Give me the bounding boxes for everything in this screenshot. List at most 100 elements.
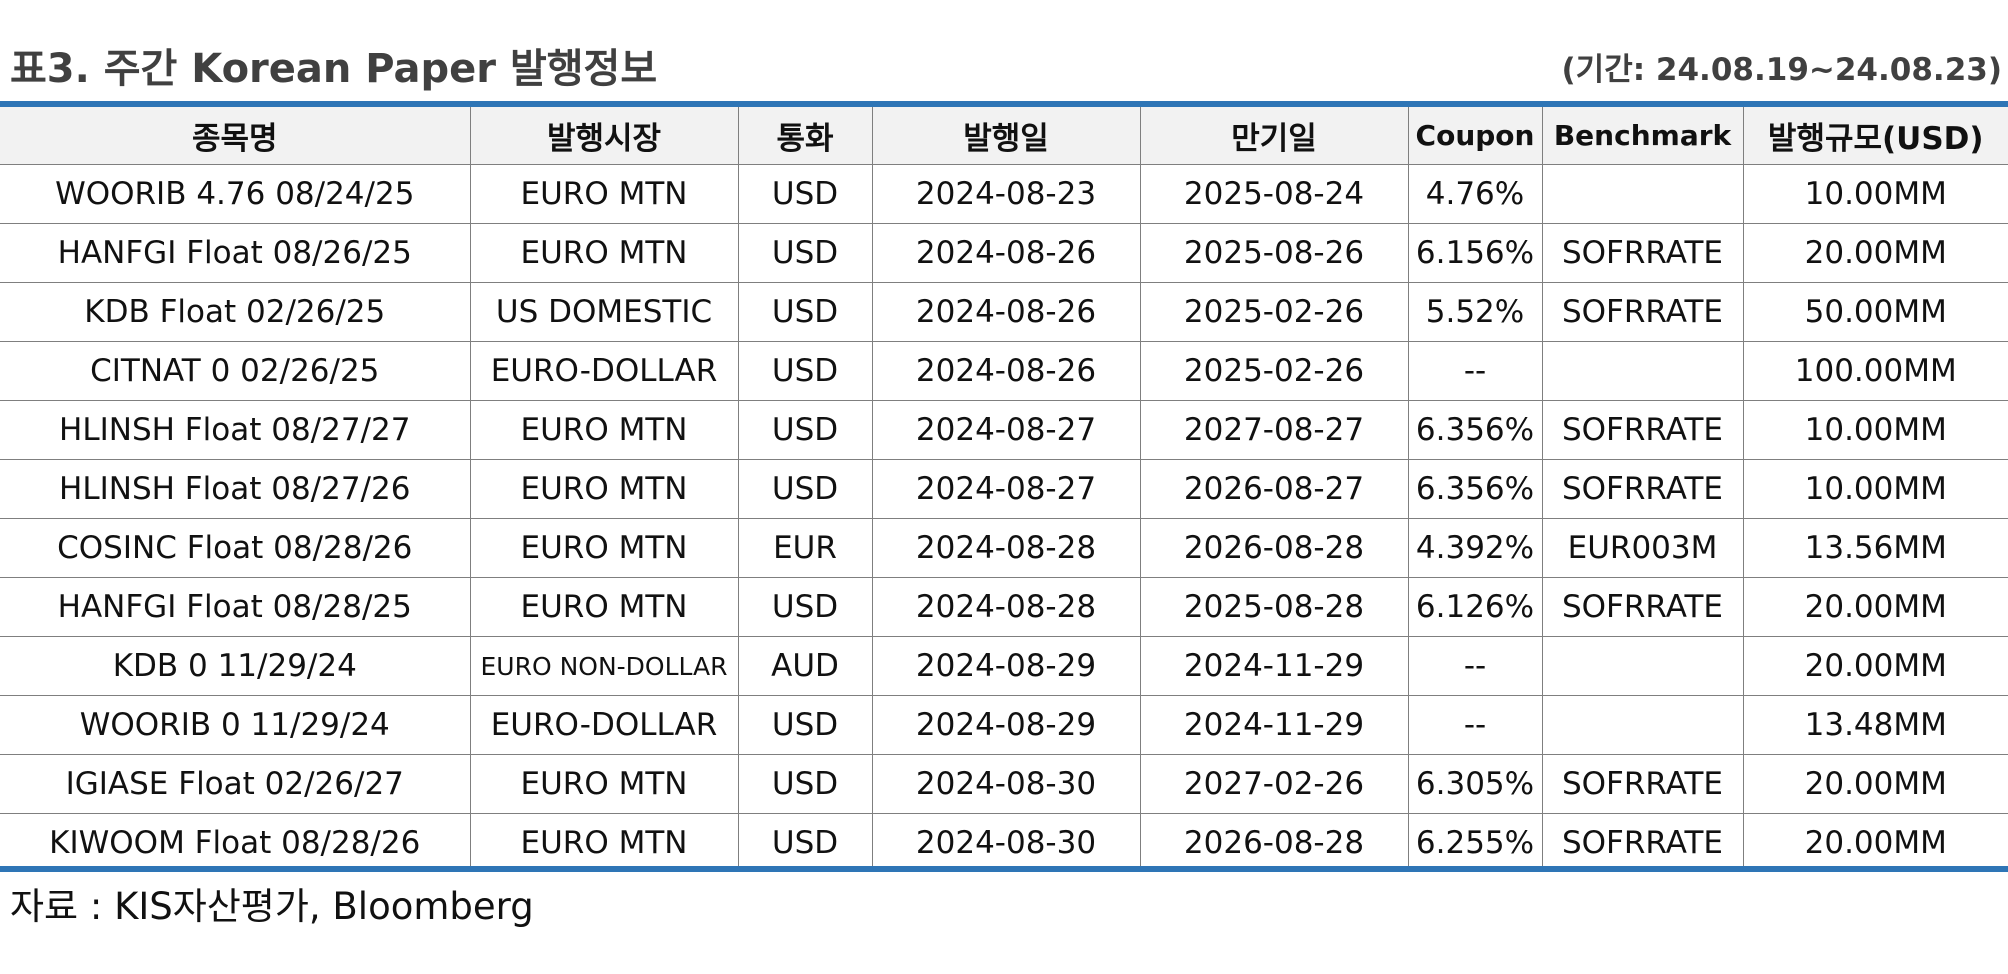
table-row: KDB Float 02/26/25 US DOMESTIC USD 2024-08-… [0, 282, 2008, 342]
cell-name: HLINSH Float 08/27/27 [0, 400, 470, 460]
cell-market: EURO MTN [469, 577, 738, 637]
cell-maturity-date: 2025-02-26 [1139, 282, 1408, 342]
cell-name: KDB Float 02/26/25 [0, 282, 470, 342]
table-row: WOORIB 4.76 08/24/25 EURO MTN USD 2024-08-2… [0, 164, 2008, 224]
cell-benchmark [1541, 164, 1743, 224]
cell-coupon: 6.255% [1407, 813, 1542, 872]
cell-currency: EUR [737, 518, 872, 578]
header-row: 종목명 발행시장 통화 발행일 만기일 Coupon Benchmark 발행규… [0, 107, 2008, 165]
cell-coupon: 4.392% [1407, 518, 1542, 578]
cell-market: EURO NON-DOLLAR [469, 636, 738, 696]
table-caption: 표3. 주간 Korean Paper 발행정보 (기간: 24.08.19~2… [0, 30, 2008, 92]
cell-market: EURO MTN [469, 223, 738, 283]
cell-maturity-date: 2026-08-28 [1139, 813, 1408, 872]
cell-currency: USD [737, 223, 872, 283]
col-header-market: 발행시장 [469, 107, 738, 165]
cell-maturity-date: 2025-08-24 [1139, 164, 1408, 224]
cell-name: HANFGI Float 08/28/25 [0, 577, 470, 637]
cell-benchmark: SOFRRATE [1541, 223, 1743, 283]
cell-coupon: -- [1407, 341, 1542, 401]
cell-currency: USD [737, 695, 872, 755]
cell-name: COSINC Float 08/28/26 [0, 518, 470, 578]
col-header-issue-date: 발행일 [871, 107, 1140, 165]
cell-size: 10.00MM [1742, 164, 2008, 224]
cell-benchmark: SOFRRATE [1541, 282, 1743, 342]
cell-name: CITNAT 0 02/26/25 [0, 341, 470, 401]
col-header-name: 종목명 [0, 107, 470, 165]
cell-issue-date: 2024-08-26 [871, 341, 1140, 401]
cell-coupon: 6.156% [1407, 223, 1542, 283]
cell-issue-date: 2024-08-27 [871, 400, 1140, 460]
cell-size: 20.00MM [1742, 813, 2008, 872]
cell-maturity-date: 2024-11-29 [1139, 636, 1408, 696]
cell-maturity-date: 2024-11-29 [1139, 695, 1408, 755]
table-row: HLINSH Float 08/27/26 EURO MTN USD 2024-08-… [0, 459, 2008, 519]
table-row: HLINSH Float 08/27/27 EURO MTN USD 2024-08-… [0, 400, 2008, 460]
cell-issue-date: 2024-08-28 [871, 518, 1140, 578]
cell-issue-date: 2024-08-29 [871, 695, 1140, 755]
cell-name: IGIASE Float 02/26/27 [0, 754, 470, 814]
cell-market: EURO MTN [469, 164, 738, 224]
cell-currency: USD [737, 459, 872, 519]
cell-market: EURO MTN [469, 518, 738, 578]
cell-currency: USD [737, 577, 872, 637]
cell-benchmark [1541, 341, 1743, 401]
source-note: 자료 : KIS자산평가, Bloomberg [10, 885, 534, 928]
cell-coupon: -- [1407, 695, 1542, 755]
cell-issue-date: 2024-08-29 [871, 636, 1140, 696]
cell-maturity-date: 2026-08-27 [1139, 459, 1408, 519]
cell-coupon: 5.52% [1407, 282, 1542, 342]
cell-issue-date: 2024-08-28 [871, 577, 1140, 637]
bottom-rule [0, 866, 2008, 872]
table-body: WOORIB 4.76 08/24/25 EURO MTN USD 2024-08-2… [0, 164, 2008, 872]
cell-currency: USD [737, 813, 872, 872]
cell-market: EURO MTN [469, 459, 738, 519]
issuance-table: 종목명 발행시장 통화 발행일 만기일 Coupon Benchmark 발행규… [0, 107, 2008, 872]
cell-size: 20.00MM [1742, 223, 2008, 283]
cell-name: HLINSH Float 08/27/26 [0, 459, 470, 519]
col-header-maturity-date: 만기일 [1139, 107, 1408, 165]
cell-market: EURO-DOLLAR [469, 695, 738, 755]
cell-issue-date: 2024-08-26 [871, 223, 1140, 283]
cell-coupon: -- [1407, 636, 1542, 696]
cell-size: 13.48MM [1742, 695, 2008, 755]
cell-coupon: 6.126% [1407, 577, 1542, 637]
cell-market: EURO MTN [469, 400, 738, 460]
cell-issue-date: 2024-08-26 [871, 282, 1140, 342]
cell-name: HANFGI Float 08/26/25 [0, 223, 470, 283]
cell-coupon: 6.305% [1407, 754, 1542, 814]
cell-maturity-date: 2026-08-28 [1139, 518, 1408, 578]
cell-benchmark [1541, 695, 1743, 755]
cell-maturity-date: 2027-02-26 [1139, 754, 1408, 814]
cell-currency: USD [737, 282, 872, 342]
cell-benchmark: SOFRRATE [1541, 577, 1743, 637]
cell-size: 20.00MM [1742, 636, 2008, 696]
table-title: 표3. 주간 Korean Paper 발행정보 [10, 46, 658, 92]
cell-coupon: 6.356% [1407, 400, 1542, 460]
cell-size: 20.00MM [1742, 754, 2008, 814]
cell-benchmark [1541, 636, 1743, 696]
cell-name: WOORIB 4.76 08/24/25 [0, 164, 470, 224]
cell-size: 50.00MM [1742, 282, 2008, 342]
cell-issue-date: 2024-08-23 [871, 164, 1140, 224]
cell-benchmark: SOFRRATE [1541, 400, 1743, 460]
cell-size: 10.00MM [1742, 400, 2008, 460]
cell-benchmark: SOFRRATE [1541, 813, 1743, 872]
cell-currency: USD [737, 164, 872, 224]
table-row: CITNAT 0 02/26/25 EURO-DOLLAR USD 2024-08-2… [0, 341, 2008, 401]
cell-coupon: 4.76% [1407, 164, 1542, 224]
cell-size: 13.56MM [1742, 518, 2008, 578]
cell-market: US DOMESTIC [469, 282, 738, 342]
cell-currency: USD [737, 341, 872, 401]
cell-issue-date: 2024-08-30 [871, 813, 1140, 872]
table-row: HANFGI Float 08/26/25 EURO MTN USD 2024-08-… [0, 223, 2008, 283]
col-header-currency: 통화 [737, 107, 872, 165]
cell-market: EURO MTN [469, 754, 738, 814]
cell-coupon: 6.356% [1407, 459, 1542, 519]
col-header-benchmark: Benchmark [1541, 107, 1743, 165]
cell-currency: USD [737, 400, 872, 460]
cell-issue-date: 2024-08-30 [871, 754, 1140, 814]
cell-name: KDB 0 11/29/24 [0, 636, 470, 696]
table-row: IGIASE Float 02/26/27 EURO MTN USD 2024-08-… [0, 754, 2008, 814]
col-header-size: 발행규모(USD) [1742, 107, 2008, 165]
